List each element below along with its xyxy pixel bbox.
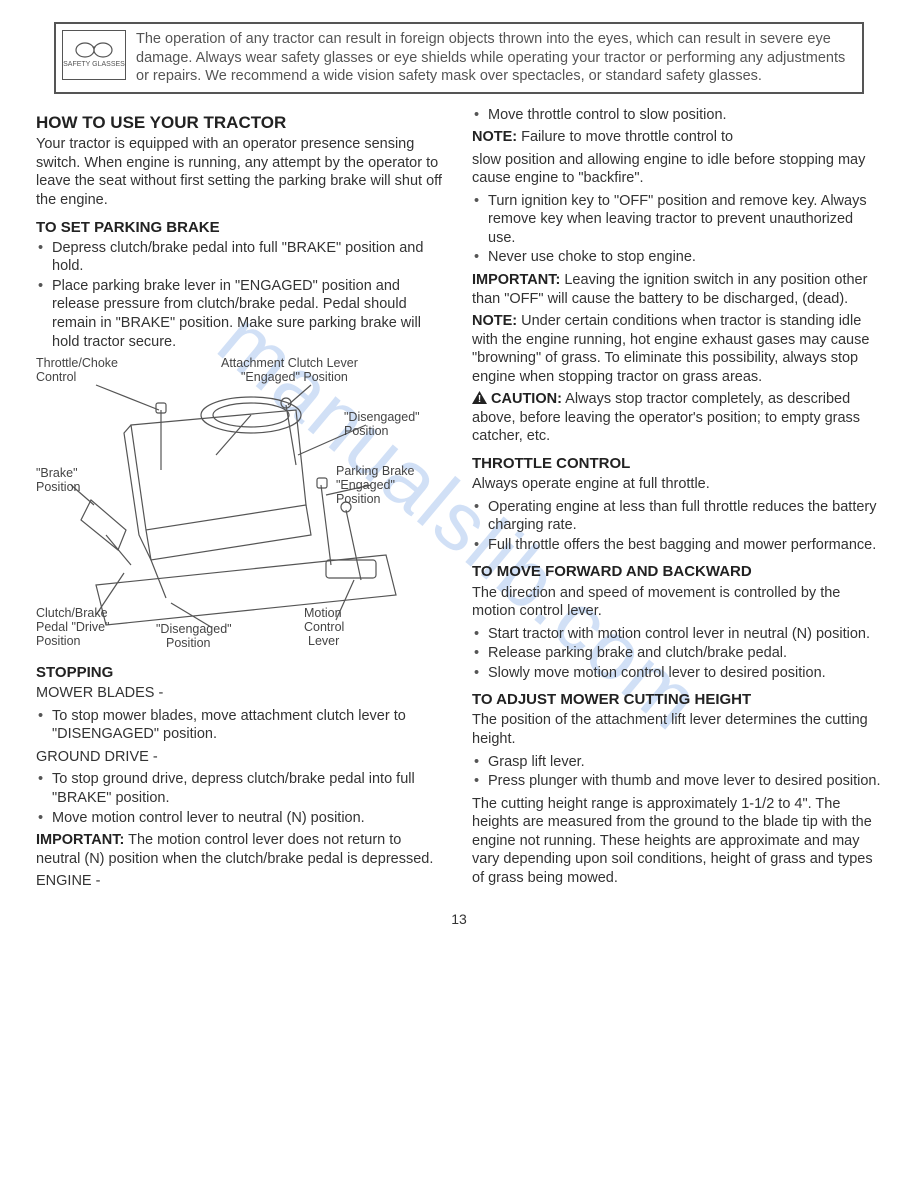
engine-list: Move throttle control to slow position.	[472, 106, 882, 125]
caution-stop: ! CAUTION: Always stop tractor completel…	[472, 390, 882, 446]
list-item: Full throttle offers the best bagging an…	[472, 536, 882, 555]
svg-text:Clutch/BrakePedal "Drive"Posit: Clutch/BrakePedal "Drive"Position	[36, 606, 110, 648]
svg-text:Throttle/ChokeControl: Throttle/ChokeControl	[36, 356, 118, 384]
list-item: To stop mower blades, move attachment cl…	[36, 707, 446, 744]
move-intro: The direction and speed of movement is c…	[472, 584, 882, 621]
engine-list-2: Turn ignition key to "OFF" position and …	[472, 192, 882, 267]
heading-throttle-control: THROTTLE CONTROL	[472, 454, 882, 473]
list-item: Never use choke to stop engine.	[472, 248, 882, 267]
move-list: Start tractor with motion control lever …	[472, 625, 882, 683]
list-item: Place parking brake lever in "ENGAGED" p…	[36, 277, 446, 351]
note-conditions: NOTE: Under certain conditions when trac…	[472, 312, 882, 386]
list-item: To stop ground drive, depress clutch/bra…	[36, 770, 446, 807]
heading-move-fwd-back: TO MOVE FORWARD AND BACKWARD	[472, 562, 882, 581]
engine-continuation: slow position and allowing engine to idl…	[472, 151, 882, 188]
list-item: Operating engine at less than full throt…	[472, 498, 882, 535]
svg-text:Parking Brake"Engaged"Position: Parking Brake"Engaged"Position	[336, 464, 415, 506]
heading-stopping: STOPPING	[36, 663, 446, 682]
note-throttle-text: Failure to move throttle control to	[517, 129, 733, 145]
important-label: IMPORTANT:	[36, 832, 124, 848]
safety-glasses-icon: SAFETY GLASSES	[62, 30, 126, 80]
note-label: NOTE:	[472, 129, 517, 145]
list-item: Press plunger with thumb and move lever …	[472, 772, 882, 791]
caution-label: CAUTION:	[491, 391, 562, 407]
throttle-list: Operating engine at less than full throt…	[472, 498, 882, 555]
heading-how-to-use: HOW TO USE YOUR TRACTOR	[36, 112, 446, 134]
warning-triangle-icon: !	[472, 391, 487, 404]
important-ignition: IMPORTANT: Leaving the ignition switch i…	[472, 271, 882, 308]
height-intro: The position of the attachment lift leve…	[472, 711, 882, 748]
mower-blades-list: To stop mower blades, move attachment cl…	[36, 707, 446, 744]
subhead-mower-blades: MOWER BLADES -	[36, 684, 446, 703]
list-item: Turn ignition key to "OFF" position and …	[472, 192, 882, 248]
svg-text:!: !	[478, 394, 481, 404]
svg-text:Attachment Clutch Lever"Engage: Attachment Clutch Lever"Engaged" Positio…	[221, 356, 358, 384]
heading-parking-brake: TO SET PARKING BRAKE	[36, 218, 446, 237]
ground-drive-list: To stop ground drive, depress clutch/bra…	[36, 770, 446, 827]
height-list: Grasp lift lever. Press plunger with thu…	[472, 753, 882, 791]
svg-text:MotionControlLever: MotionControlLever	[304, 606, 344, 648]
important-label: IMPORTANT:	[472, 272, 560, 288]
svg-text:"Disengaged"Position: "Disengaged"Position	[156, 622, 232, 650]
list-item: Release parking brake and clutch/brake p…	[472, 644, 882, 663]
list-item: Slowly move motion control lever to desi…	[472, 664, 882, 683]
height-paragraph: The cutting height range is approximatel…	[472, 795, 882, 888]
throttle-intro: Always operate engine at full throttle.	[472, 475, 882, 494]
list-item: Grasp lift lever.	[472, 753, 882, 772]
page-number: 13	[36, 911, 882, 929]
svg-text:"Brake"Position: "Brake"Position	[36, 466, 81, 494]
svg-text:"Disengaged"Position: "Disengaged"Position	[344, 410, 420, 438]
note-throttle: NOTE: Failure to move throttle control t…	[472, 128, 882, 147]
safety-warning-box: SAFETY GLASSES The operation of any trac…	[54, 22, 864, 94]
safety-warning-text: The operation of any tractor can result …	[136, 30, 852, 86]
list-item: Depress clutch/brake pedal into full "BR…	[36, 239, 446, 276]
subhead-engine: ENGINE -	[36, 872, 446, 891]
list-item: Move motion control lever to neutral (N)…	[36, 809, 446, 828]
tractor-controls-diagram: Throttle/ChokeControl Attachment Clutch …	[36, 355, 446, 655]
important-motion: IMPORTANT: The motion control lever does…	[36, 831, 446, 868]
heading-cutting-height: TO ADJUST MOWER CUTTING HEIGHT	[472, 690, 882, 709]
list-item: Move throttle control to slow position.	[472, 106, 882, 125]
goggles-icon	[74, 42, 114, 58]
safety-icon-label: SAFETY GLASSES	[63, 61, 125, 68]
list-item: Start tractor with motion control lever …	[472, 625, 882, 644]
intro-text: Your tractor is equipped with an operato…	[36, 135, 446, 209]
note-conditions-text: Under certain conditions when tractor is…	[472, 313, 869, 385]
note-label: NOTE:	[472, 313, 517, 329]
subhead-ground-drive: GROUND DRIVE -	[36, 748, 446, 767]
parking-brake-list: Depress clutch/brake pedal into full "BR…	[36, 239, 446, 351]
